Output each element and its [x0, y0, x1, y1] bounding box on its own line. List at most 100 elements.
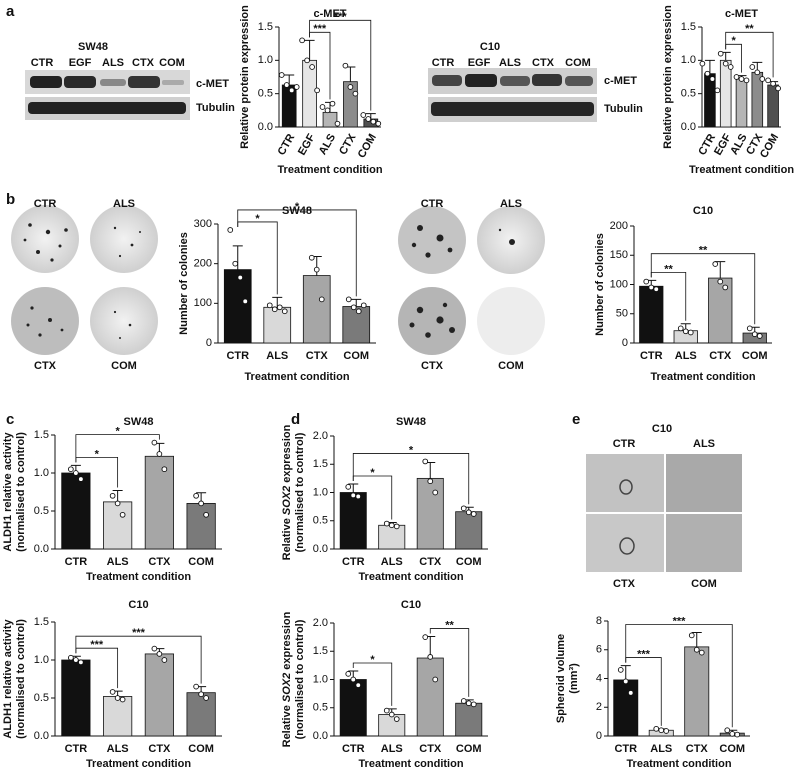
data-point — [352, 90, 359, 97]
data-point — [722, 60, 729, 67]
y-tick-label: 1.0 — [313, 486, 328, 498]
data-point — [653, 725, 660, 732]
error-bar — [620, 665, 631, 680]
y-tick-label: 0.0 — [313, 730, 328, 742]
lane-label: CTX — [132, 57, 155, 69]
y-axis-label-part: Relative — [281, 515, 293, 560]
bar — [767, 84, 779, 128]
data-point — [734, 731, 741, 738]
x-tick-label: COM — [343, 350, 369, 362]
y-tick-label: 1.0 — [258, 54, 273, 66]
image-label: ALS — [500, 198, 522, 210]
data-point — [699, 60, 706, 67]
chart: c-MET Relative protein expression 0.0 0.5 1.… — [239, 5, 383, 176]
error-bar — [284, 74, 295, 85]
data-point — [203, 511, 209, 518]
y-tick-label: 4 — [596, 672, 602, 684]
data-point — [355, 493, 362, 500]
data-point — [388, 711, 395, 718]
error-bar — [345, 66, 356, 82]
x-axis-label: Treatment condition — [86, 758, 191, 770]
y-tick-label: 2.0 — [313, 617, 328, 629]
image-label: CTX — [34, 360, 57, 372]
x-tick-label: CTX — [306, 350, 329, 362]
bar — [455, 702, 483, 737]
y-axis-label: (normalised to control) — [15, 619, 27, 739]
y-tick-label: 0 — [206, 337, 212, 349]
y-tick-label: 100 — [194, 297, 212, 309]
data-point — [754, 69, 761, 76]
y-axis-label-part: SOX2 — [281, 486, 293, 515]
data-point — [350, 676, 357, 683]
data-point — [714, 87, 721, 94]
lane-label: ALS — [102, 57, 124, 69]
x-tick-label: EGF — [712, 132, 734, 158]
chart: C10 ALDH1 relative activity (normalised to… — [2, 599, 222, 770]
x-tick-label: CTR — [65, 556, 88, 568]
data-point — [698, 649, 705, 656]
data-point — [724, 727, 731, 734]
data-point — [345, 296, 352, 303]
error-bar — [232, 245, 243, 270]
x-axis-label: Treatment condition — [689, 164, 794, 176]
data-point — [746, 325, 753, 332]
data-point — [114, 500, 121, 507]
bar — [186, 502, 216, 550]
data-point — [688, 632, 695, 639]
y-axis-label: Relative protein expression — [662, 5, 674, 149]
y-tick-label: 1.0 — [34, 467, 49, 479]
y-tick-label: 1.5 — [313, 645, 328, 657]
lane-label: EGF — [468, 57, 491, 69]
data-point — [355, 308, 362, 315]
data-point — [617, 667, 624, 673]
x-tick-label: EGF — [296, 132, 318, 158]
significance-label: ** — [664, 263, 673, 275]
chart: SW48 Number of colonies 0 100 200 300 CTR ALS CT… — [178, 201, 376, 383]
data-point — [161, 466, 168, 473]
data-point — [677, 325, 684, 332]
image-label: CTR — [613, 438, 636, 450]
data-point — [712, 261, 719, 267]
x-tick-label: CTR — [276, 132, 298, 158]
data-point — [281, 308, 288, 315]
x-tick-label: ALS — [317, 132, 338, 157]
y-tick-label: 2 — [596, 701, 602, 713]
data-point — [237, 274, 244, 281]
bar — [144, 653, 174, 737]
lane-label: CTX — [532, 57, 555, 69]
data-point — [114, 695, 121, 701]
image-label: CTX — [421, 360, 444, 372]
image-label: CTX — [613, 578, 636, 590]
chart-title: C10 — [128, 599, 148, 611]
y-tick-label: 0.5 — [34, 692, 49, 704]
y-tick-label: 6 — [596, 644, 602, 656]
data-point — [663, 728, 670, 734]
data-point — [393, 716, 400, 722]
image-label: ALS — [693, 438, 715, 450]
lane-label: COM — [159, 57, 185, 69]
error-bar — [691, 632, 702, 647]
significance-label: *** — [334, 11, 348, 23]
data-point — [704, 70, 711, 77]
data-point — [198, 691, 204, 698]
band-label: c-MET — [196, 78, 229, 90]
panel-label: b — [6, 191, 15, 208]
chart-title: c-MET — [314, 8, 347, 20]
significance-label: *** — [90, 639, 104, 651]
bar — [455, 511, 483, 550]
y-tick-label: 0.0 — [258, 121, 273, 133]
bar — [704, 73, 716, 128]
data-point — [422, 458, 429, 465]
data-point — [749, 64, 756, 70]
y-tick-label: 100 — [610, 278, 628, 290]
y-axis-label-part: SOX2 — [281, 673, 293, 702]
x-tick-label: ALS — [650, 743, 672, 755]
y-axis-label: (normalised to control) — [294, 619, 306, 739]
chart: Spheroid volume (mm³) 0 2 4 6 8 CTR ALS CTX COM Tre… — [555, 615, 750, 770]
chart: c-MET Relative protein expression 0.0 0.5 1.… — [662, 5, 794, 176]
error-bar — [348, 483, 359, 493]
panel-label: d — [291, 411, 300, 428]
data-point — [717, 278, 724, 285]
bar — [223, 269, 252, 344]
data-point — [643, 278, 650, 285]
